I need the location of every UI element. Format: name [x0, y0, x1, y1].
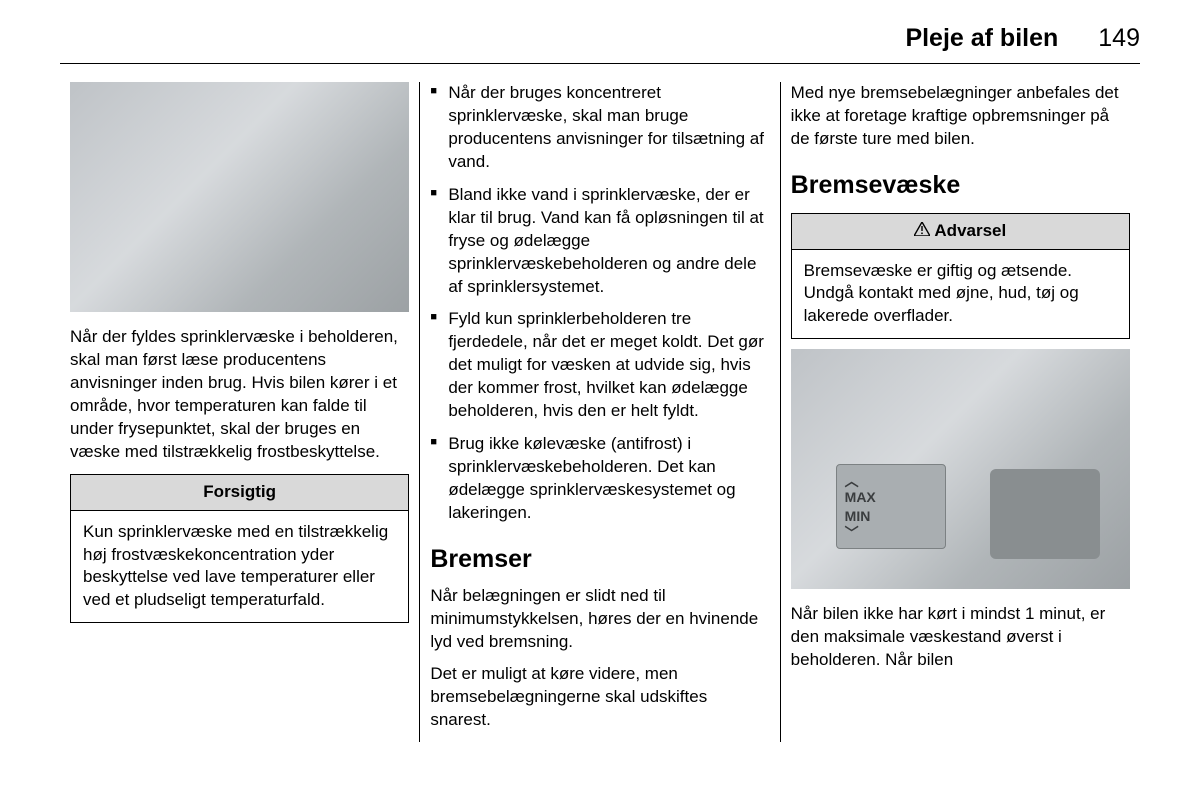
brakes-heading: Bremser — [430, 543, 769, 577]
brake-fluid-level-label: ︿ MAX MIN ﹀ — [836, 464, 946, 549]
warning-title: Advarsel — [792, 214, 1129, 250]
brake-fluid-image: ︿ MAX MIN ﹀ — [791, 349, 1130, 589]
washer-fluid-image — [70, 82, 409, 312]
washer-fluid-bullets: Når der bruges koncentreret sprinklervæs… — [430, 82, 769, 525]
warning-triangle-icon — [914, 220, 930, 243]
warning-title-text: Advarsel — [934, 221, 1006, 240]
warning-body: Bremsevæske er giftig og ætsende. Undgå … — [792, 250, 1129, 339]
caution-title: Forsigtig — [71, 475, 408, 511]
max-label: MAX — [845, 488, 876, 507]
col3-paragraph-1: Med nye bremsebelægninger anbefales det … — [791, 82, 1130, 151]
column-3: Med nye bremsebelægninger anbefales det … — [780, 82, 1140, 742]
content-columns: Når der fyldes sprinklervæske i beholder… — [60, 82, 1140, 742]
col2-paragraph-1: Når belægningen er slidt ned til minimum… — [430, 585, 769, 654]
caution-body: Kun sprinklervæske med en tilstrækkelig … — [71, 511, 408, 623]
min-label: MIN — [845, 507, 871, 526]
chevron-down-icon: ﹀ — [845, 526, 945, 540]
list-item: Fyld kun sprinklerbeholderen tre fjerded… — [430, 308, 769, 423]
col1-paragraph-1: Når der fyldes sprinklervæske i beholder… — [70, 326, 409, 464]
brake-fluid-heading: Bremsevæske — [791, 169, 1130, 203]
warning-box: Advarsel Bremsevæske er giftig og ætsend… — [791, 213, 1130, 340]
caution-box: Forsigtig Kun sprinklervæske med en tils… — [70, 474, 409, 624]
page-number: 149 — [1098, 24, 1140, 53]
list-item: Brug ikke kølevæske (antifrost) i sprink… — [430, 433, 769, 525]
list-item: Bland ikke vand i sprinklervæske, der er… — [430, 184, 769, 299]
col3-paragraph-2: Når bilen ikke har kørt i mindst 1 minut… — [791, 603, 1130, 672]
list-item: Når der bruges koncentreret sprinklervæs… — [430, 82, 769, 174]
col2-paragraph-2: Det er muligt at køre videre, men bremse… — [430, 663, 769, 732]
column-2: Når der bruges koncentreret sprinklervæs… — [419, 82, 779, 742]
column-1: Når der fyldes sprinklervæske i beholder… — [60, 82, 419, 742]
page-header: Pleje af bilen 149 — [60, 24, 1140, 64]
chevron-up-icon: ︿ — [845, 474, 945, 488]
header-title: Pleje af bilen — [905, 24, 1058, 53]
